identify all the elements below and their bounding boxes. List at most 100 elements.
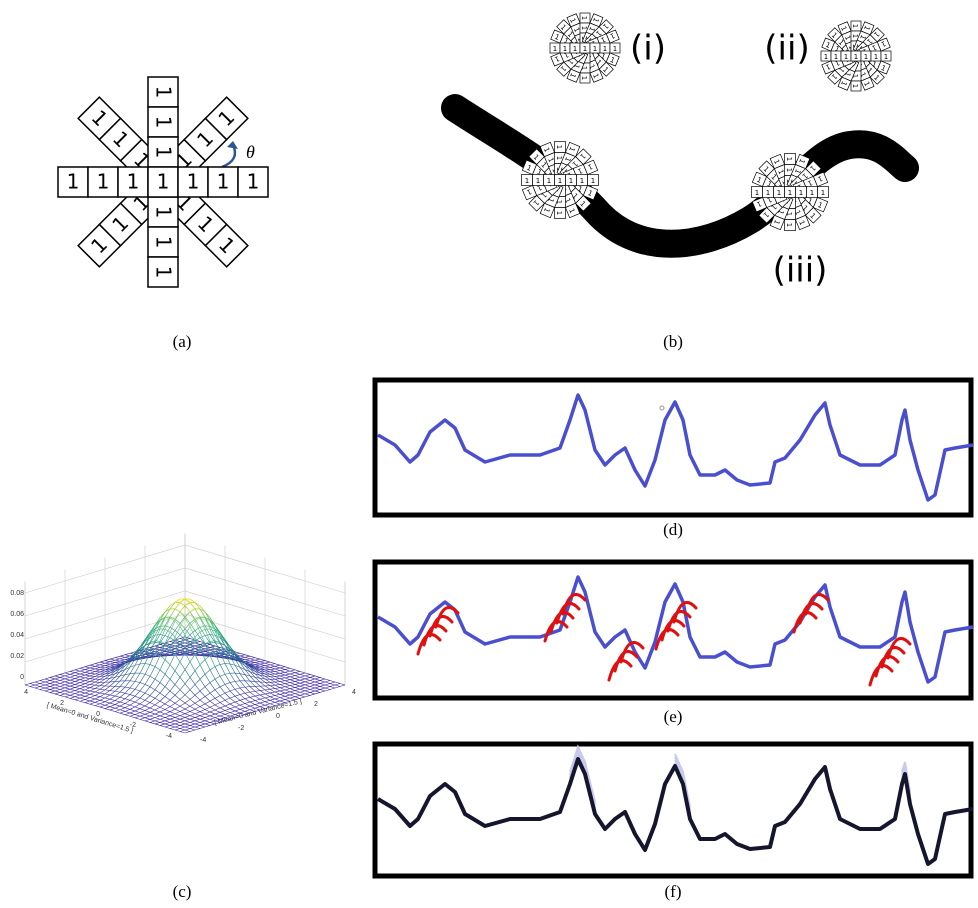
- mesh-line: [90, 695, 95, 697]
- mesh-line: [235, 696, 240, 700]
- mesh-line: [275, 699, 280, 701]
- mesh-line: [95, 689, 100, 692]
- mesh-line: [285, 680, 290, 681]
- mesh-line: [110, 707, 115, 709]
- mesh-line: [65, 688, 70, 689]
- mesh-line: [160, 716, 165, 718]
- mesh-line: [300, 677, 305, 679]
- mesh-line: [190, 717, 195, 719]
- mesh-line: [100, 705, 105, 707]
- mesh-line: [130, 681, 135, 688]
- mesh-line: [155, 693, 160, 698]
- mesh-line: [240, 705, 245, 708]
- mesh-line: [60, 679, 65, 681]
- mesh-line: [230, 704, 235, 707]
- mesh-line: [205, 718, 210, 720]
- mesh-line: [325, 688, 330, 690]
- cell-digit: 1: [844, 53, 848, 61]
- mesh-line: [235, 688, 240, 689]
- mesh-line: [120, 708, 125, 710]
- mesh-line: [150, 679, 155, 687]
- mesh-line: [180, 612, 185, 618]
- mesh-line: [90, 677, 95, 679]
- mesh-line: [165, 691, 170, 697]
- cell-arm: 1111111: [522, 175, 599, 186]
- mesh-line: [285, 693, 290, 695]
- mesh-line: [80, 696, 85, 698]
- mesh-line: [245, 704, 250, 707]
- mesh-line: [160, 701, 165, 704]
- mesh-line: [75, 694, 80, 695]
- mesh-line: [270, 674, 275, 676]
- mesh-line: [70, 676, 75, 678]
- mesh-line: [130, 716, 135, 718]
- mesh-line: [160, 714, 165, 716]
- mesh-line: [265, 702, 270, 704]
- cell-digit: 1: [851, 84, 859, 88]
- mesh-line: [130, 700, 135, 702]
- mesh-line: [220, 674, 225, 676]
- mesh-line: [140, 716, 145, 718]
- mesh-line: [185, 714, 190, 716]
- mesh-line: [155, 719, 160, 721]
- mesh-line: [65, 695, 70, 697]
- mesh-line: [35, 683, 40, 685]
- mesh-line: [165, 714, 170, 716]
- mesh-line: [170, 703, 175, 706]
- mesh-line: [165, 722, 170, 724]
- mesh-line: [85, 679, 90, 681]
- mesh-line: [295, 691, 300, 693]
- mesh-line: [150, 710, 155, 712]
- mesh-line: [265, 694, 270, 697]
- mesh-line: [125, 715, 130, 717]
- mesh-line: [175, 730, 180, 732]
- mesh-line: [315, 692, 320, 693]
- mesh-line: [160, 683, 165, 687]
- mesh-line: [290, 683, 295, 685]
- mesh-line: [295, 674, 300, 675]
- mesh-line: [140, 714, 145, 716]
- mesh-line: [190, 714, 195, 716]
- mesh-line: [80, 690, 85, 692]
- sub-label: (iii): [773, 251, 828, 291]
- mesh-line: [120, 693, 125, 697]
- mesh-line: [145, 719, 150, 721]
- mesh-line: [270, 697, 275, 699]
- mesh-line: [275, 701, 280, 702]
- mesh-line: [320, 689, 325, 691]
- mesh-line: [85, 694, 90, 696]
- mesh-line: [125, 713, 130, 715]
- mesh-line: [165, 721, 170, 723]
- mesh-line: [260, 686, 265, 690]
- mesh-line: [290, 695, 295, 697]
- mesh-line: [135, 716, 140, 718]
- mesh-line: [195, 609, 200, 618]
- mesh-line: [250, 705, 255, 707]
- mesh-line: [30, 683, 35, 684]
- mesh-line: [165, 617, 170, 626]
- cell-digit: 1: [821, 189, 825, 197]
- mesh-line: [315, 686, 320, 687]
- mesh-line: [105, 707, 110, 709]
- mesh-line: [90, 669, 95, 671]
- mesh-line: [175, 706, 180, 709]
- mesh-line: [295, 671, 300, 672]
- mesh-line: [270, 695, 275, 696]
- mesh-line: [45, 686, 50, 688]
- mesh-line: [280, 676, 285, 678]
- mesh-line: [75, 679, 80, 680]
- cell-digit: 1: [884, 53, 888, 61]
- cell-digit: 1: [591, 177, 595, 185]
- mesh-line: [225, 710, 230, 712]
- mesh-line: [90, 682, 95, 683]
- mesh-line: [265, 689, 270, 690]
- mesh-line: [80, 692, 85, 693]
- mesh-line: [80, 684, 85, 686]
- mesh-line: [90, 676, 95, 677]
- cell-digit: 1: [569, 177, 573, 185]
- mesh-line: [85, 678, 90, 679]
- mesh-line: [50, 683, 55, 684]
- mesh-line: [105, 702, 110, 703]
- mesh-line: [180, 731, 185, 733]
- mesh-line: [145, 710, 150, 712]
